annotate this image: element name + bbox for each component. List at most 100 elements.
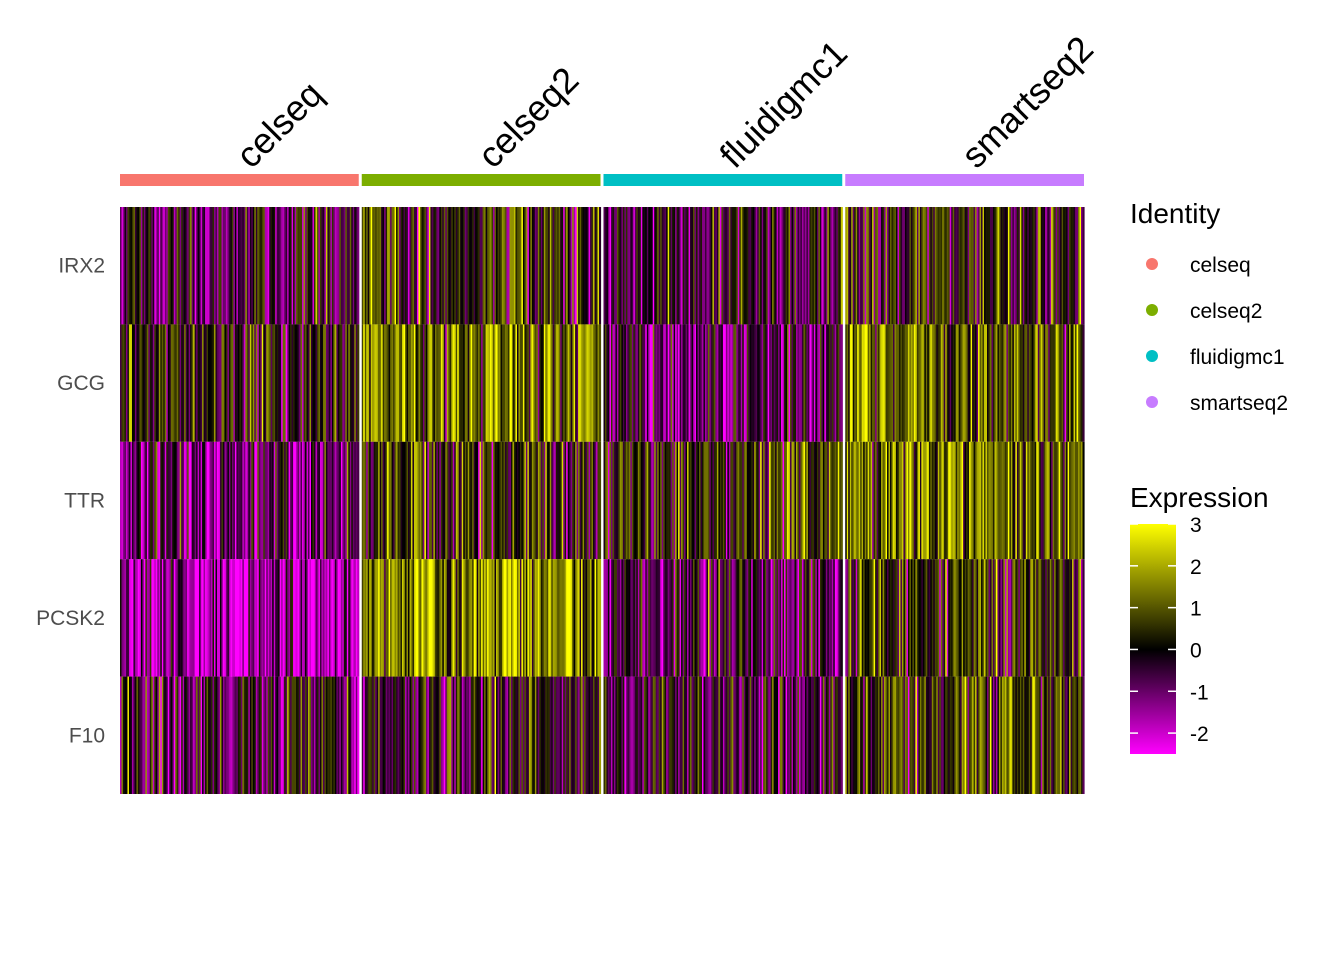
heatmap-cell xyxy=(693,441,696,560)
heatmap-cell xyxy=(1067,676,1070,794)
heatmap-cell xyxy=(534,324,537,442)
heatmap-cell xyxy=(1037,676,1040,794)
heatmap-cell xyxy=(361,207,364,325)
heatmap-cell xyxy=(1042,207,1045,325)
heatmap-cell xyxy=(290,676,293,794)
heatmap-cell xyxy=(781,676,784,794)
heatmap-cell xyxy=(584,559,587,677)
heatmap-cell xyxy=(654,441,657,560)
heatmap-cell xyxy=(855,676,858,794)
heatmap-cell xyxy=(549,559,552,677)
heatmap-cell xyxy=(506,559,509,677)
heatmap-cell xyxy=(585,559,588,677)
heatmap-cell xyxy=(949,559,952,677)
heatmap-cell xyxy=(215,676,218,794)
heatmap-cell xyxy=(794,676,797,794)
heatmap-cell xyxy=(522,207,525,325)
heatmap-cell xyxy=(646,324,649,442)
heatmap-cell xyxy=(642,207,645,325)
heatmap-cell xyxy=(325,441,329,560)
heatmap-cell xyxy=(448,207,451,325)
heatmap-cell xyxy=(502,441,505,560)
heatmap-cell xyxy=(933,207,936,325)
heatmap-cell xyxy=(234,207,237,325)
heatmap-cell xyxy=(567,676,570,794)
heatmap-cell xyxy=(366,207,369,325)
heatmap-cell xyxy=(134,676,138,794)
heatmap-cell xyxy=(313,676,317,794)
heatmap-cell xyxy=(1048,324,1051,442)
heatmap-cell xyxy=(191,207,194,325)
heatmap-cell xyxy=(812,207,815,325)
heatmap-cell xyxy=(901,324,905,442)
heatmap-cell xyxy=(476,559,479,677)
heatmap-cell xyxy=(769,559,772,677)
heatmap-cell xyxy=(236,207,239,325)
heatmap-cell xyxy=(775,559,778,677)
heatmap-cell xyxy=(367,441,370,560)
heatmap-cell xyxy=(1016,207,1019,325)
heatmap-cell xyxy=(518,559,521,677)
heatmap-cell xyxy=(372,676,375,794)
heatmap-cell xyxy=(258,559,261,677)
heatmap-cell xyxy=(846,559,849,677)
heatmap-cell xyxy=(424,559,427,677)
heatmap-cell xyxy=(818,559,821,677)
heatmap-cell xyxy=(424,676,427,794)
heatmap-cell xyxy=(354,676,357,794)
heatmap-cell xyxy=(1064,559,1067,677)
heatmap-cell xyxy=(1051,324,1054,442)
heatmap-cell xyxy=(422,207,426,325)
heatmap-cell xyxy=(366,676,369,794)
heatmap-cell xyxy=(606,441,609,560)
heatmap-cell xyxy=(467,207,470,325)
heatmap-cell xyxy=(1073,676,1076,794)
heatmap-cell xyxy=(621,207,624,325)
heatmap-cell xyxy=(440,676,443,794)
heatmap-cell xyxy=(473,324,476,442)
heatmap-cell xyxy=(800,324,803,442)
heatmap-cell xyxy=(345,676,348,794)
heatmap-cell xyxy=(772,559,775,677)
heatmap-cell xyxy=(449,207,452,325)
heatmap-cell xyxy=(745,441,748,560)
heatmap-cell xyxy=(712,324,715,442)
heatmap-cell xyxy=(391,441,394,560)
heatmap-cell xyxy=(219,207,223,325)
heatmap-cell xyxy=(966,207,969,325)
heatmap-cell xyxy=(1048,676,1051,794)
heatmap-cell xyxy=(785,441,788,560)
heatmap-cell xyxy=(804,559,808,677)
heatmap-cell xyxy=(833,559,836,677)
heatmap-cell xyxy=(727,324,730,442)
heatmap-cell xyxy=(284,441,287,560)
heatmap-cell xyxy=(230,559,233,677)
heatmap-cell xyxy=(509,207,512,325)
heatmap-cell xyxy=(660,559,663,677)
heatmap-cell xyxy=(857,207,860,325)
heatmap-cell xyxy=(767,676,770,794)
heatmap-cell xyxy=(233,324,236,442)
heatmap-cell xyxy=(561,559,564,677)
heatmap-cell xyxy=(909,559,912,677)
heatmap-cell xyxy=(994,676,997,794)
heatmap-cell xyxy=(145,324,148,442)
heatmap-cell xyxy=(405,559,408,677)
heatmap-cell xyxy=(930,441,933,560)
heatmap-cell xyxy=(782,441,785,560)
heatmap-cell xyxy=(776,676,779,794)
heatmap-cell xyxy=(560,676,563,794)
heatmap-cell xyxy=(391,559,394,677)
heatmap-cell xyxy=(761,676,764,794)
heatmap-cell xyxy=(960,324,963,442)
heatmap-cell xyxy=(370,207,373,325)
heatmap-cell xyxy=(740,559,743,677)
heatmap-cell xyxy=(1061,207,1064,325)
heatmap-cell xyxy=(579,207,582,325)
heatmap-cell xyxy=(678,324,681,442)
heatmap-cell xyxy=(531,441,534,560)
heatmap-cell xyxy=(524,324,527,442)
heatmap-cell xyxy=(757,676,760,794)
heatmap-cell xyxy=(566,441,569,560)
